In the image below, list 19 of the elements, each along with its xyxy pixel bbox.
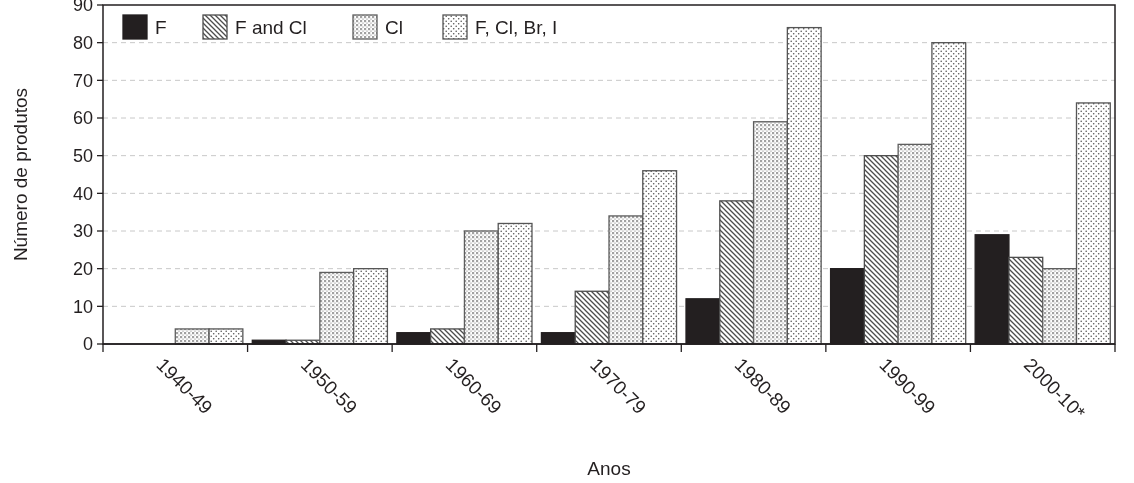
y-tick-label: 0	[82, 334, 93, 355]
y-tick-label: 30	[72, 221, 93, 242]
y-axis-title: Número de produtos	[10, 87, 31, 262]
legend-label: F and Cl	[235, 16, 307, 38]
bar	[863, 155, 899, 345]
y-tick-label: 10	[72, 296, 93, 317]
y-tick-label: 70	[72, 70, 93, 91]
bar	[574, 290, 610, 345]
y-tick-label: 40	[72, 183, 93, 204]
x-axis-title: Anos	[587, 458, 631, 479]
legend-label: Cl	[385, 16, 403, 38]
bar	[1008, 256, 1044, 345]
legend-label: F	[155, 16, 167, 38]
y-tick-label: 50	[72, 145, 93, 166]
y-tick-label: 80	[72, 32, 93, 53]
legend-label: F, Cl, Br, I	[475, 16, 558, 38]
y-tick-label: 60	[72, 108, 93, 129]
bar	[719, 200, 755, 345]
y-tick-label: 20	[72, 258, 93, 279]
